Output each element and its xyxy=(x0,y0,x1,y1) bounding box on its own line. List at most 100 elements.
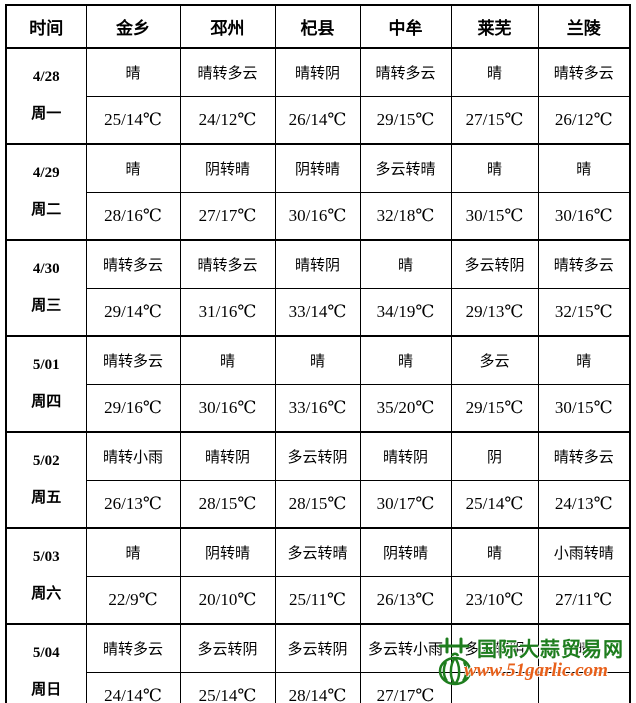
temp-cell: 28/16℃ xyxy=(85,192,181,241)
temp-cell: 30/16℃ xyxy=(537,192,631,241)
temp-cell: 23/10℃ xyxy=(450,576,539,625)
weather-cell: 晴 xyxy=(537,623,631,673)
temp-row: 28/16℃ 27/17℃ 30/16℃ 32/18℃ 30/15℃ 30/16… xyxy=(6,192,631,241)
temp-cell: 29/15℃ xyxy=(450,384,539,433)
date-label: 5/03 xyxy=(32,549,60,565)
date-label: 5/02 xyxy=(32,453,60,469)
temp-cell: 29/15℃ xyxy=(359,96,452,145)
weather-row: 4/29 周二 晴 阴转晴 阴转晴 多云转晴 晴 晴 xyxy=(5,143,631,241)
weather-cell: 阴转晴 xyxy=(359,527,452,577)
weather-cell: 多云转阴 xyxy=(450,623,539,673)
city-header-zhongmu: 中牟 xyxy=(359,4,452,49)
weather-cell: 晴转多云 xyxy=(537,431,631,481)
weather-row: 5/02 周五 晴转小雨 晴转阴 多云转阴 晴转阴 阴 晴转多云 xyxy=(5,431,631,529)
weather-row: 4/28 周一 晴 晴转多云 晴转阴 晴转多云 晴 晴转多云 xyxy=(5,47,631,145)
temp-cell: 25/11℃ xyxy=(274,576,361,625)
weekday-label: 周一 xyxy=(31,106,62,122)
temp-cell: 28/15℃ xyxy=(274,480,361,529)
temp-cell: 35/20℃ xyxy=(359,384,452,433)
weather-cell: 多云转阴 xyxy=(274,623,361,673)
weather-cell: 多云转小雨 xyxy=(359,623,452,673)
temp-cell: 30/15℃ xyxy=(537,384,631,433)
city-header-jinxiang: 金乡 xyxy=(85,4,181,49)
weather-cell: 晴转多云 xyxy=(179,239,276,289)
temp-row: 25/14℃ 24/12℃ 26/14℃ 29/15℃ 27/15℃ 26/12… xyxy=(6,96,631,145)
date-label: 5/04 xyxy=(32,645,60,661)
weather-cell: 阴转晴 xyxy=(179,527,276,577)
weekday-label: 周五 xyxy=(31,490,62,506)
weather-cell: 晴转多云 xyxy=(85,623,181,673)
weekday-label: 周三 xyxy=(31,298,62,314)
temp-cell: 24/13℃ xyxy=(537,480,631,529)
weather-cell: 晴 xyxy=(85,527,181,577)
weekday-label: 周日 xyxy=(31,682,62,698)
weather-cell: 晴 xyxy=(537,335,631,385)
header-row: 时间 金乡 邳州 杞县 中牟 莱芜 兰陵 xyxy=(5,4,631,49)
weather-cell: 晴转阴 xyxy=(274,239,361,289)
temp-cell: 26/12℃ xyxy=(537,96,631,145)
weather-cell: 阴转晴 xyxy=(179,143,276,193)
date-cell: 4/30 周三 xyxy=(5,239,87,337)
weather-cell: 晴 xyxy=(359,239,452,289)
temp-row: 22/9℃ 20/10℃ 25/11℃ 26/13℃ 23/10℃ 27/11℃ xyxy=(6,576,631,625)
temp-cell: 32/18℃ xyxy=(359,192,452,241)
date-label: 4/28 xyxy=(32,69,60,85)
weather-cell: 晴转小雨 xyxy=(85,431,181,481)
date-cell: 4/28 周一 xyxy=(5,47,87,145)
temp-cell: 33/16℃ xyxy=(274,384,361,433)
temp-cell: 27/15℃ xyxy=(450,96,539,145)
temp-cell: 27/17℃ xyxy=(359,672,452,703)
temp-cell: 25/14℃ xyxy=(450,480,539,529)
temp-cell: 25/14℃ xyxy=(179,672,276,703)
temp-cell: 30/16℃ xyxy=(274,192,361,241)
temp-row: 24/14℃ 25/14℃ 28/14℃ 27/17℃ xyxy=(6,672,631,703)
temp-cell: 30/16℃ xyxy=(179,384,276,433)
temp-cell: 34/19℃ xyxy=(359,288,452,337)
weather-cell: 多云转晴 xyxy=(359,143,452,193)
city-header-pizhou: 邳州 xyxy=(179,4,276,49)
weather-cell: 晴 xyxy=(359,335,452,385)
weather-cell: 多云转阴 xyxy=(179,623,276,673)
weather-cell: 晴 xyxy=(450,47,539,97)
city-header-laiwu: 莱芜 xyxy=(450,4,539,49)
date-label: 5/01 xyxy=(32,357,60,373)
weekday-label: 周六 xyxy=(31,586,62,602)
weather-cell: 多云 xyxy=(450,335,539,385)
date-cell: 5/01 周四 xyxy=(5,335,87,433)
temp-row: 29/14℃ 31/16℃ 33/14℃ 34/19℃ 29/13℃ 32/15… xyxy=(6,288,631,337)
temp-cell xyxy=(537,672,631,703)
temp-cell: 29/16℃ xyxy=(85,384,181,433)
temp-cell xyxy=(450,672,539,703)
temp-cell: 32/15℃ xyxy=(537,288,631,337)
date-cell: 5/02 周五 xyxy=(5,431,87,529)
weather-cell: 晴 xyxy=(450,527,539,577)
weather-cell: 晴转阴 xyxy=(274,47,361,97)
temp-cell: 26/14℃ xyxy=(274,96,361,145)
temp-cell: 24/14℃ xyxy=(85,672,181,703)
weather-table: 时间 金乡 邳州 杞县 中牟 莱芜 兰陵 4/28 周一 晴 晴转多云 xyxy=(5,4,631,703)
weather-cell: 晴转阴 xyxy=(359,431,452,481)
temp-cell: 26/13℃ xyxy=(359,576,452,625)
temp-cell: 27/17℃ xyxy=(179,192,276,241)
weather-row: 5/04 周日 晴转多云 多云转阴 多云转阴 多云转小雨 多云转阴 晴 xyxy=(5,623,631,703)
weather-cell: 晴 xyxy=(450,143,539,193)
temp-cell: 28/14℃ xyxy=(274,672,361,703)
date-label: 4/30 xyxy=(32,261,60,277)
weather-cell: 晴 xyxy=(179,335,276,385)
weather-cell: 晴转多云 xyxy=(179,47,276,97)
weather-cell: 多云转晴 xyxy=(274,527,361,577)
weather-cell: 多云转阴 xyxy=(274,431,361,481)
weather-cell: 晴转多云 xyxy=(85,239,181,289)
temp-cell: 30/15℃ xyxy=(450,192,539,241)
weather-cell: 晴转阴 xyxy=(179,431,276,481)
temp-cell: 30/17℃ xyxy=(359,480,452,529)
date-cell: 5/03 周六 xyxy=(5,527,87,625)
temp-cell: 28/15℃ xyxy=(179,480,276,529)
date-label: 4/29 xyxy=(32,165,60,181)
weather-cell: 晴 xyxy=(85,47,181,97)
weather-cell: 小雨转晴 xyxy=(537,527,631,577)
weather-cell: 阴 xyxy=(450,431,539,481)
weather-cell: 晴 xyxy=(85,143,181,193)
temp-cell: 22/9℃ xyxy=(85,576,181,625)
